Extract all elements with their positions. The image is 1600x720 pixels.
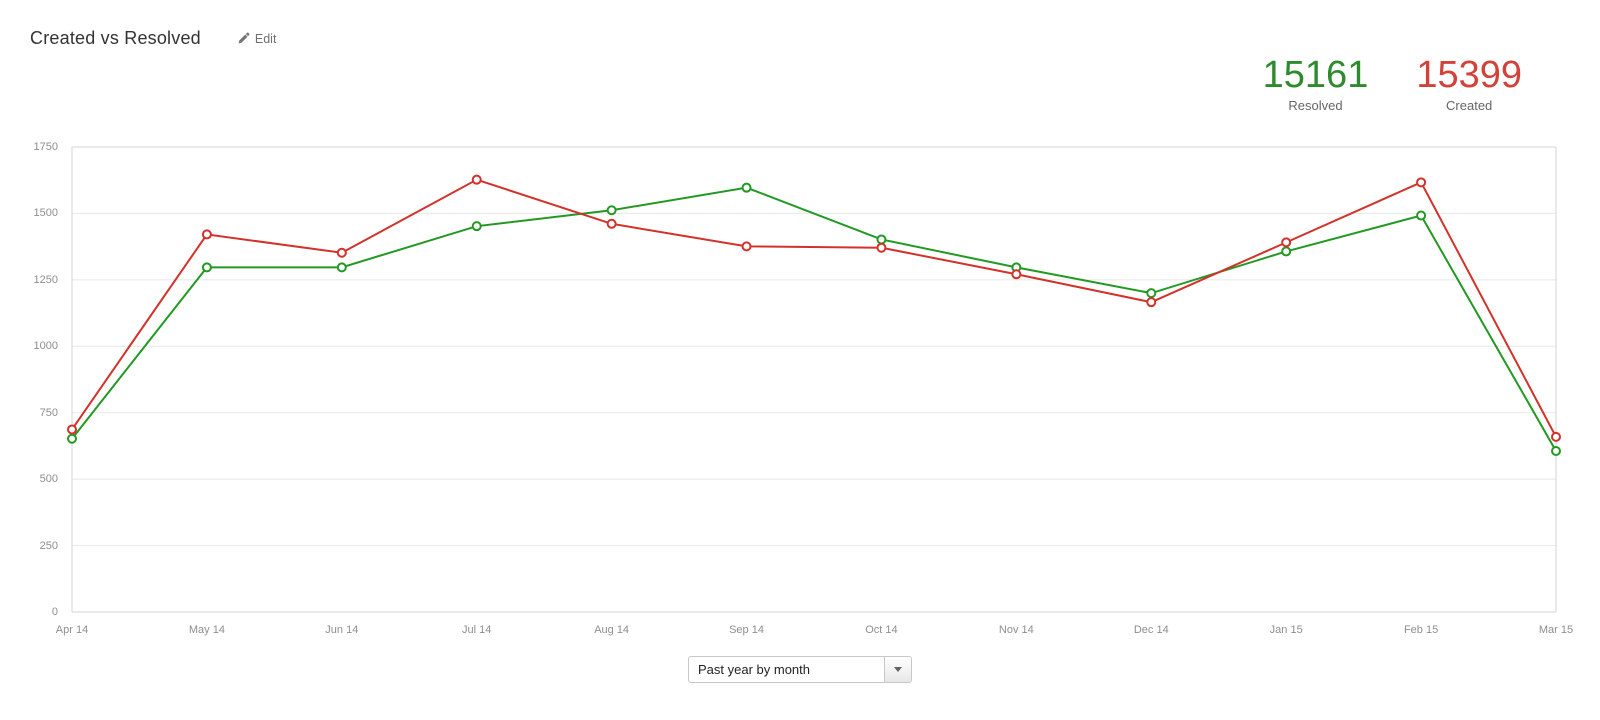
created-stat: 15399 Created [1416,56,1522,113]
y-axis-label-1250: 1250 [33,273,58,286]
data-point-resolved-jun-14[interactable] [336,262,347,273]
x-axis-label-oct-14: Oct 14 [865,624,898,636]
chevron-down-icon [894,667,902,672]
summary-stats: 15161 Resolved 15399 Created [1263,56,1522,113]
data-point-created-mar-15[interactable] [1551,431,1561,442]
y-axis-label-250: 250 [39,539,58,552]
data-point-created-nov-14[interactable] [1011,269,1022,280]
data-point-resolved-apr-14[interactable] [67,433,77,444]
x-axis-label-jun-14: Jun 14 [325,624,359,636]
data-point-created-feb-15[interactable] [1416,177,1427,188]
y-axis-label-750: 750 [39,406,58,419]
x-axis-label-sep-14: Sep 14 [729,624,764,636]
data-point-resolved-may-14[interactable] [201,262,212,273]
data-point-resolved-dec-14[interactable] [1146,288,1157,299]
series-line-created [71,178,1557,438]
data-point-created-aug-14[interactable] [606,218,617,229]
data-point-created-jan-15[interactable] [1281,237,1292,248]
x-axis-label-feb-15: Feb 15 [1403,624,1439,636]
data-point-resolved-feb-15[interactable] [1416,210,1427,221]
x-axis-label-jul-14: Jul 14 [462,624,492,636]
resolved-total: 15161 [1262,54,1369,96]
resolved-total-label: Resolved [1288,98,1343,113]
edit-button[interactable]: Edit [237,31,277,46]
period-selector-value[interactable]: Past year by month [698,662,810,677]
data-point-resolved-mar-15[interactable] [1551,445,1561,456]
x-axis-label-aug-14: Aug 14 [594,624,630,636]
y-axis-label-500: 500 [39,473,58,486]
x-axis-label-mar-15: Mar 15 [1538,624,1574,636]
created-total-label: Created [1446,98,1493,113]
series-line-resolved [71,186,1557,452]
x-axis-label-apr-14: Apr 14 [55,624,89,636]
data-point-created-sep-14[interactable] [741,241,752,252]
y-axis-label-1500: 1500 [33,207,58,220]
y-axis-label-0: 0 [51,606,58,618]
header: Created vs Resolved Edit [30,28,276,49]
data-point-resolved-jan-15[interactable] [1281,246,1292,257]
y-axis-label-1750: 1750 [33,141,58,153]
resolved-stat: 15161 Resolved [1263,56,1369,113]
data-point-created-dec-14[interactable] [1146,297,1157,308]
x-axis-label-dec-14: Dec 14 [1133,624,1169,636]
data-point-resolved-jul-14[interactable] [471,221,482,232]
data-point-created-oct-14[interactable] [876,242,887,253]
edit-label: Edit [254,31,277,46]
page-title: Created vs Resolved [30,28,201,48]
data-point-created-jul-14[interactable] [471,174,482,185]
created-total: 15399 [1416,54,1522,96]
y-axis-label-1000: 1000 [33,340,58,353]
data-point-resolved-oct-14[interactable] [876,234,887,245]
period-selector-dropdown-button[interactable] [884,657,911,682]
x-axis-label-nov-14: Nov 14 [998,624,1034,636]
period-selector[interactable]: Past year by month [688,656,912,683]
data-point-created-may-14[interactable] [201,229,212,240]
data-point-resolved-aug-14[interactable] [606,205,617,216]
x-axis-label-jan-15: Jan 15 [1269,624,1303,636]
x-axis-label-may-14: May 14 [188,624,225,636]
data-point-created-jun-14[interactable] [336,247,347,258]
pencil-icon [238,32,250,44]
data-point-resolved-sep-14[interactable] [741,182,752,193]
data-point-created-apr-14[interactable] [67,424,77,435]
